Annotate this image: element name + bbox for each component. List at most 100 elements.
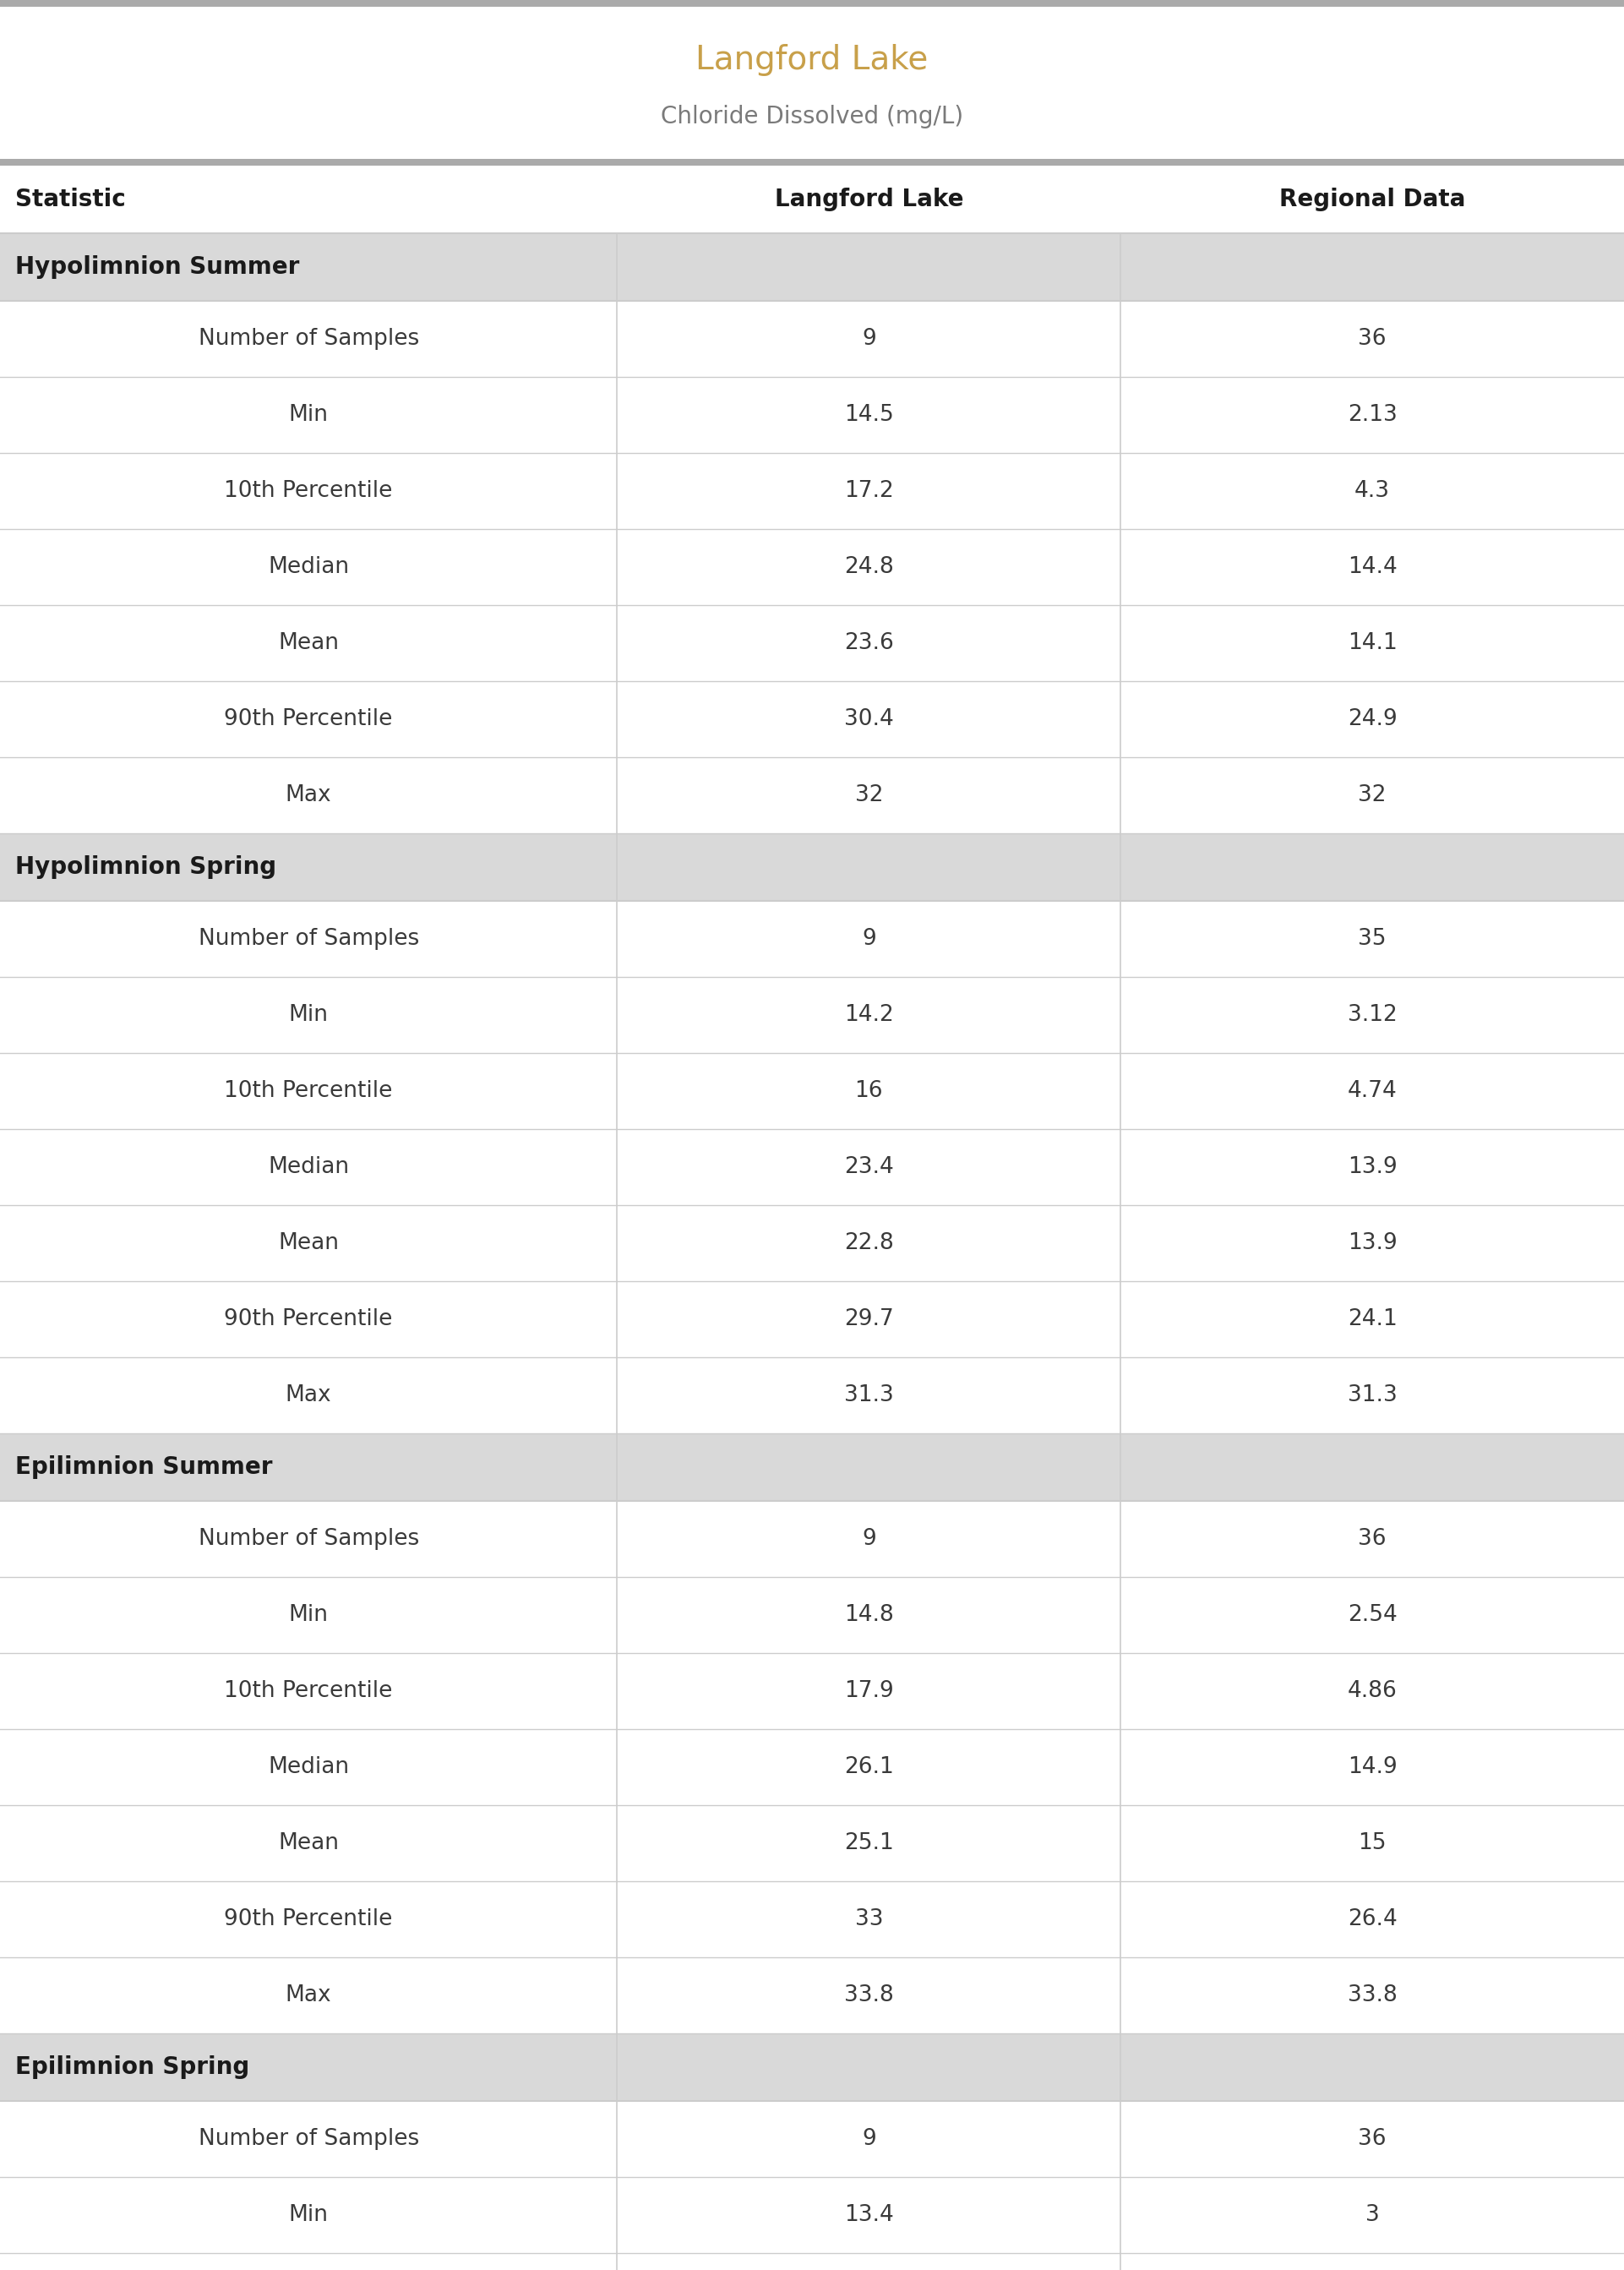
Bar (0, 302, 1624, 377)
Text: 14.4: 14.4 (1348, 556, 1397, 579)
Bar (0, 1357, 1624, 1432)
Text: 9: 9 (862, 2127, 875, 2150)
Bar (0, 2102, 1624, 2177)
Text: 10th Percentile: 10th Percentile (224, 479, 393, 502)
Bar (0, 976, 1624, 1053)
Text: 31.3: 31.3 (1348, 1385, 1397, 1407)
Text: 32: 32 (854, 783, 883, 806)
Text: Number of Samples: Number of Samples (198, 2127, 419, 2150)
Text: Number of Samples: Number of Samples (198, 928, 419, 949)
Bar (0, 2177, 1624, 2254)
Bar (0, 1280, 1624, 1357)
Bar (0, 166, 1624, 234)
Text: 14.5: 14.5 (844, 404, 893, 427)
Text: Epilimnion Spring: Epilimnion Spring (15, 2054, 250, 2079)
Bar (0, 1128, 1624, 1205)
Text: Min: Min (289, 1003, 328, 1026)
Text: 90th Percentile: 90th Percentile (224, 708, 393, 731)
Text: Regional Data: Regional Data (1280, 188, 1465, 211)
Text: Max: Max (286, 1385, 331, 1407)
Text: 24.8: 24.8 (844, 556, 893, 579)
Text: 31.3: 31.3 (844, 1385, 893, 1407)
Text: 33.8: 33.8 (1348, 1984, 1397, 2007)
Text: 10th Percentile: 10th Percentile (224, 1081, 393, 1101)
Text: 17.9: 17.9 (844, 1680, 893, 1702)
Bar (0, 833, 1624, 901)
Text: 17.2: 17.2 (844, 479, 893, 502)
Bar (0, 758, 1624, 833)
Text: 36: 36 (1358, 1528, 1387, 1550)
Bar (0, 1653, 1624, 1730)
Text: Min: Min (289, 404, 328, 427)
Text: 14.2: 14.2 (844, 1003, 893, 1026)
Text: 29.7: 29.7 (844, 1308, 893, 1330)
Text: 33: 33 (854, 1909, 883, 1930)
Text: 36: 36 (1358, 327, 1387, 350)
Bar (0, 1205, 1624, 1280)
Bar (0, 1500, 1624, 1578)
Text: 14.1: 14.1 (1348, 631, 1397, 654)
Bar (0, 159, 1624, 166)
Text: Chloride Dissolved (mg/L): Chloride Dissolved (mg/L) (661, 104, 963, 127)
Text: 35: 35 (1358, 928, 1387, 949)
Text: 4.74: 4.74 (1348, 1081, 1397, 1101)
Text: Number of Samples: Number of Samples (198, 327, 419, 350)
Text: 26.4: 26.4 (1348, 1909, 1397, 1930)
Text: 4.86: 4.86 (1348, 1680, 1397, 1702)
Text: Min: Min (289, 2204, 328, 2227)
Text: 30.4: 30.4 (844, 708, 893, 731)
Text: 9: 9 (862, 928, 875, 949)
Text: Max: Max (286, 783, 331, 806)
Text: 36: 36 (1358, 2127, 1387, 2150)
Text: 13.9: 13.9 (1348, 1155, 1397, 1178)
Text: 90th Percentile: 90th Percentile (224, 1308, 393, 1330)
Text: 2.13: 2.13 (1348, 404, 1397, 427)
Text: Langford Lake: Langford Lake (695, 43, 929, 77)
Bar (0, 606, 1624, 681)
Bar (0, 1730, 1624, 1805)
Bar (0, 2034, 1624, 2102)
Text: 25.1: 25.1 (844, 1832, 893, 1855)
Bar (0, 1805, 1624, 1882)
Text: 26.1: 26.1 (844, 1757, 893, 1777)
Bar (0, 1432, 1624, 1500)
Text: Mean: Mean (278, 1832, 339, 1855)
Text: 15: 15 (1358, 1832, 1387, 1855)
Text: Hypolimnion Summer: Hypolimnion Summer (15, 254, 299, 279)
Text: 13.4: 13.4 (844, 2204, 893, 2227)
Bar (0, 0, 1624, 7)
Bar (0, 7, 1624, 159)
Bar (0, 1882, 1624, 1957)
Bar (0, 454, 1624, 529)
Bar (0, 1053, 1624, 1128)
Text: Median: Median (268, 556, 349, 579)
Text: Statistic: Statistic (15, 188, 125, 211)
Text: 14.9: 14.9 (1348, 1757, 1397, 1777)
Text: 3: 3 (1366, 2204, 1379, 2227)
Bar (0, 901, 1624, 976)
Bar (0, 529, 1624, 606)
Text: 33.8: 33.8 (844, 1984, 893, 2007)
Text: 2.54: 2.54 (1348, 1605, 1397, 1625)
Text: Median: Median (268, 1757, 349, 1777)
Text: Hypolimnion Spring: Hypolimnion Spring (15, 856, 276, 878)
Text: Epilimnion Summer: Epilimnion Summer (15, 1455, 273, 1480)
Text: Median: Median (268, 1155, 349, 1178)
Text: 23.6: 23.6 (844, 631, 893, 654)
Text: Max: Max (286, 1984, 331, 2007)
Text: Min: Min (289, 1605, 328, 1625)
Bar (0, 234, 1624, 302)
Text: 23.4: 23.4 (844, 1155, 893, 1178)
Text: 3.12: 3.12 (1348, 1003, 1397, 1026)
Text: 22.8: 22.8 (844, 1233, 893, 1253)
Bar (0, 1957, 1624, 2034)
Text: Mean: Mean (278, 631, 339, 654)
Text: 24.1: 24.1 (1348, 1308, 1397, 1330)
Text: Mean: Mean (278, 1233, 339, 1253)
Text: 32: 32 (1358, 783, 1387, 806)
Text: Langford Lake: Langford Lake (775, 188, 963, 211)
Text: 9: 9 (862, 1528, 875, 1550)
Text: 90th Percentile: 90th Percentile (224, 1909, 393, 1930)
Bar (0, 377, 1624, 454)
Text: 10th Percentile: 10th Percentile (224, 1680, 393, 1702)
